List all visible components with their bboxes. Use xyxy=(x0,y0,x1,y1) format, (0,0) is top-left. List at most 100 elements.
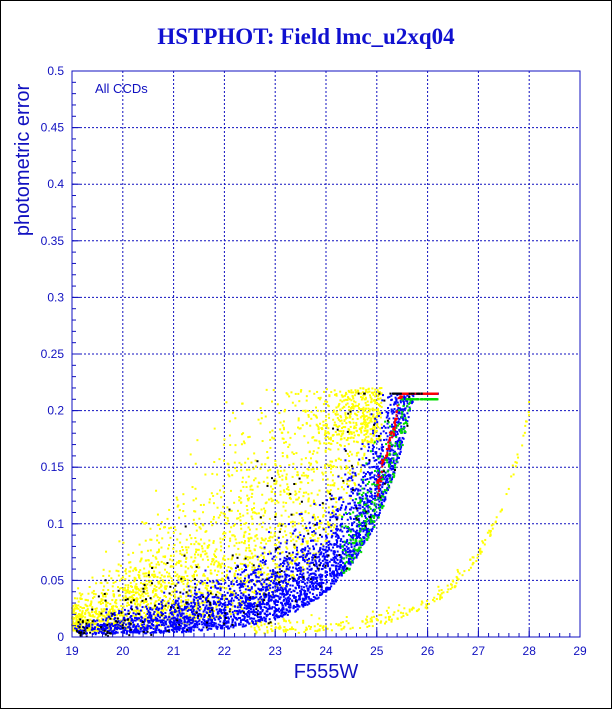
data-point-yellow xyxy=(277,524,280,527)
data-point-yellow xyxy=(337,457,340,460)
data-point-yellow xyxy=(74,622,77,625)
data-point-yellow xyxy=(373,420,376,423)
data-point-yellow xyxy=(216,591,219,594)
data-point-yellow xyxy=(248,561,251,564)
data-point-yellow xyxy=(230,526,233,529)
data-point-blue xyxy=(145,632,148,635)
data-point-blue xyxy=(88,623,91,626)
data-point-yellow-tail xyxy=(389,615,392,618)
data-point-yellow-tail xyxy=(489,531,492,534)
data-point-blue xyxy=(260,589,263,592)
data-point-blue xyxy=(169,612,172,615)
data-point-yellow xyxy=(108,610,111,613)
data-point-blue xyxy=(320,588,323,591)
data-point-yellow xyxy=(293,524,296,527)
data-point-blue xyxy=(403,425,406,428)
data-point-yellow xyxy=(219,537,222,540)
data-point-yellow xyxy=(138,589,141,592)
data-point-yellow xyxy=(348,460,351,463)
data-point-yellow xyxy=(183,553,186,556)
data-point-yellow xyxy=(327,533,330,536)
data-point-yellow xyxy=(368,408,371,411)
data-point-yellow xyxy=(306,476,309,479)
data-point-yellow xyxy=(201,613,204,616)
data-point-yellow xyxy=(347,471,350,474)
data-point-yellow xyxy=(265,528,268,531)
data-point-yellow xyxy=(187,598,190,601)
data-point-yellow xyxy=(175,609,178,612)
data-point-blue xyxy=(364,475,367,478)
data-point-blue xyxy=(343,526,346,529)
data-point-blue xyxy=(233,609,236,612)
data-point-yellow xyxy=(261,526,264,529)
data-point-blue xyxy=(359,504,362,507)
data-point-yellow xyxy=(85,628,88,631)
data-point-yellow xyxy=(324,449,327,452)
data-point-yellow xyxy=(224,587,227,590)
data-point-blue xyxy=(285,589,288,592)
data-point-blue xyxy=(132,624,135,627)
data-point-yellow xyxy=(202,524,205,527)
data-point-yellow xyxy=(197,542,200,545)
data-point-yellow xyxy=(193,619,196,622)
data-point-blue xyxy=(192,610,195,613)
data-point-yellow xyxy=(156,607,159,610)
data-layer xyxy=(71,387,531,638)
data-point-yellow-tail xyxy=(371,625,374,628)
data-point-yellow xyxy=(294,560,297,563)
data-point-yellow xyxy=(322,503,325,506)
data-point-yellow xyxy=(266,482,269,485)
data-point-yellow xyxy=(372,434,375,437)
data-point-blue xyxy=(234,622,237,625)
data-point-yellow xyxy=(328,524,331,527)
data-point-yellow xyxy=(247,497,250,500)
data-point-yellow xyxy=(179,550,182,553)
data-point-yellow xyxy=(213,461,216,464)
data-point-yellow-tail xyxy=(369,617,372,620)
data-point-yellow xyxy=(136,609,139,612)
data-point-blue xyxy=(323,557,326,560)
data-point-yellow xyxy=(177,560,180,563)
data-point-yellow xyxy=(243,539,246,542)
data-point-blue xyxy=(85,625,88,628)
data-point-blue xyxy=(230,603,233,606)
data-point-yellow xyxy=(134,577,137,580)
data-point-yellow xyxy=(370,437,373,440)
data-point-yellow xyxy=(149,602,152,605)
data-point-blue xyxy=(258,580,261,583)
data-point-blue xyxy=(403,402,406,405)
data-point-blue xyxy=(244,595,247,598)
data-point-yellow xyxy=(260,537,263,540)
data-point-yellow xyxy=(253,566,256,569)
data-point-blue xyxy=(296,536,299,539)
data-point-yellow xyxy=(368,390,371,393)
data-point-yellow xyxy=(117,574,120,577)
data-point-yellow xyxy=(371,387,374,390)
data-point-blue xyxy=(200,593,203,596)
data-point-yellow xyxy=(340,467,343,470)
data-point-yellow xyxy=(132,591,135,594)
data-point-blue xyxy=(322,552,325,555)
data-point-blue xyxy=(181,628,184,631)
data-point-yellow xyxy=(346,398,349,401)
data-point-yellow xyxy=(301,524,304,527)
data-point-yellow xyxy=(163,575,166,578)
data-point-blue xyxy=(331,571,334,574)
data-point-yellow xyxy=(141,521,144,524)
data-point-yellow xyxy=(142,601,145,604)
data-point-blue xyxy=(396,401,399,404)
data-point-yellow xyxy=(232,579,235,582)
data-point-blue xyxy=(311,599,314,602)
data-point-yellow xyxy=(294,404,297,407)
data-point-yellow xyxy=(298,427,301,430)
data-point-yellow xyxy=(373,440,376,443)
data-point-blue xyxy=(167,602,170,605)
data-point-yellow xyxy=(321,543,324,546)
data-point-yellow xyxy=(255,580,258,583)
data-point-yellow xyxy=(273,589,276,592)
data-point-yellow-tail xyxy=(283,626,286,629)
data-point-blue xyxy=(177,602,180,605)
data-point-blue xyxy=(239,611,242,614)
data-point-yellow xyxy=(211,617,214,620)
data-point-blue xyxy=(264,559,267,562)
